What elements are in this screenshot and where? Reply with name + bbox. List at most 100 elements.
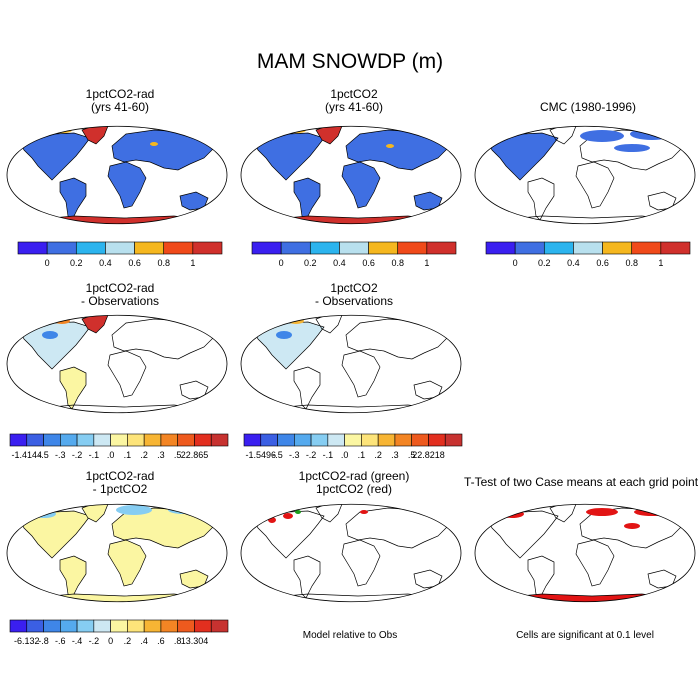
panel-title-1pctco2: 1pctCO2 (yrs 41-60) (324, 87, 383, 114)
landmass-antarctica (263, 404, 439, 413)
colorbar-swatch (309, 241, 340, 255)
landmass-namerica (253, 510, 325, 559)
colorbar-swatch (339, 241, 369, 255)
colorbar-swatch (43, 619, 61, 633)
colorbar-tick-label: 0.4 (567, 258, 580, 268)
colorbar-swatch (411, 433, 429, 447)
colorbar-swatch (514, 241, 545, 255)
colorbar-swatch (251, 241, 282, 255)
panel-title-cmc: CMC (1980-1996) (539, 100, 637, 114)
colorbar-swatch (660, 241, 691, 255)
map-1pctco2 (240, 125, 462, 225)
landmass-namerica (19, 132, 91, 181)
colorbar-tick-label: -6.132 (14, 636, 40, 646)
colorbar-tick-label: .0 (341, 450, 349, 460)
colorbar-swatch (76, 433, 95, 447)
colorbar-swatch (377, 433, 396, 447)
colorbar-absolute-1: 0 0.2 0.4 0.6 0.8 1 (17, 241, 223, 268)
map-boundary (240, 503, 462, 603)
landmass-australia (647, 569, 677, 589)
colorbar-swatch (631, 241, 662, 255)
colorbar-tick-label: 1 (658, 258, 663, 268)
colorbar-tick-label: -.1 (323, 450, 334, 460)
colorbar-tick-label: .2 (124, 636, 132, 646)
colorbar-tick-label: 22.8218 (412, 450, 445, 460)
colorbar-swatch (428, 433, 446, 447)
landmass-samerica (527, 177, 555, 221)
colorbar-swatch (163, 241, 194, 255)
landmass-samerica (527, 555, 555, 599)
panel-title-1pctco2-rad: 1pctCO2-rad (yrs 41-60) (85, 87, 155, 114)
colorbar-swatch (397, 241, 428, 255)
colorbar-swatch (177, 433, 195, 447)
data-patch (42, 331, 58, 339)
colorbar-swatch (134, 241, 165, 255)
colorbar-swatch (143, 433, 162, 447)
colorbar-tick-label: .1 (358, 450, 366, 460)
landmass-greenland (81, 504, 109, 523)
colorbar-swatch (573, 241, 603, 255)
map-1pctco2-rad (6, 125, 228, 225)
data-patch (258, 126, 278, 132)
map-rad-minus-obs (6, 314, 228, 414)
landmass-antarctica (497, 215, 673, 224)
colorbar-tick-label: 0 (279, 258, 284, 268)
map-boundary (240, 125, 462, 225)
data-patch (32, 510, 56, 518)
colorbar-tick-label: 0 (45, 258, 50, 268)
colorbar-tick-label: -.5 (272, 450, 283, 460)
landmass-namerica (253, 132, 325, 181)
data-patch (630, 128, 674, 140)
landmass-samerica (293, 366, 321, 410)
colorbar-swatch (93, 433, 111, 447)
colorbar-tick-label: 0.8 (625, 258, 638, 268)
map-boundary (240, 314, 462, 414)
colorbar-tick-label: 0.6 (128, 258, 141, 268)
data-patch (150, 142, 158, 146)
landmass-greenland (315, 504, 343, 523)
colorbar-swatch (143, 619, 162, 633)
landmass-greenland (81, 315, 109, 334)
landmass-samerica (293, 177, 321, 221)
colorbar-absolute-2: 0 0.2 0.4 0.6 0.8 1 (251, 241, 457, 268)
colorbar-tick-label: 0.2 (304, 258, 317, 268)
colorbar-swatch (310, 433, 329, 447)
panel-title-rad-minus-obs: 1pctCO2-rad - Observations (80, 281, 160, 308)
colorbar-tick-label: -.5 (38, 450, 49, 460)
colorbar-swatch (127, 433, 145, 447)
colorbar-swatch (294, 433, 312, 447)
landmass-australia (647, 191, 677, 211)
map-co2-minus-obs (240, 314, 462, 414)
colorbar-tick-label: 0.4 (333, 258, 346, 268)
colorbar-swatch (60, 433, 78, 447)
landmass-namerica (253, 321, 325, 370)
colorbar-swatch (177, 619, 195, 633)
colorbar-swatch (46, 241, 77, 255)
landmass-africa (107, 539, 147, 587)
colorbar-swatch (9, 619, 28, 633)
data-patch (116, 505, 152, 515)
data-patch (295, 510, 301, 514)
colorbar-swatch (76, 619, 95, 633)
colorbar-swatch (210, 433, 229, 447)
caption-significance: Cells are significant at 0.1 level (516, 630, 654, 641)
landmass-australia (179, 380, 209, 400)
colorbar-tick-label: .1 (124, 450, 132, 460)
data-patch (624, 523, 640, 529)
landmass-samerica (59, 555, 87, 599)
colorbar-tick-label: -.8 (38, 636, 49, 646)
data-patch (614, 144, 650, 152)
data-patch (260, 315, 280, 321)
colorbar-swatch (105, 241, 135, 255)
map-boundary (474, 125, 696, 225)
colorbar-swatch (485, 241, 516, 255)
colorbar-swatch (194, 433, 212, 447)
colorbar-tick-label: .6 (157, 636, 165, 646)
colorbar-swatch (426, 241, 457, 255)
colorbar-swatch (93, 619, 111, 633)
map-rad-minus-co2 (6, 503, 228, 603)
colorbar-tick-label: .5 (408, 450, 416, 460)
colorbar-tick-label: .3 (391, 450, 399, 460)
data-patch (580, 130, 624, 142)
colorbar-swatch (192, 241, 223, 255)
